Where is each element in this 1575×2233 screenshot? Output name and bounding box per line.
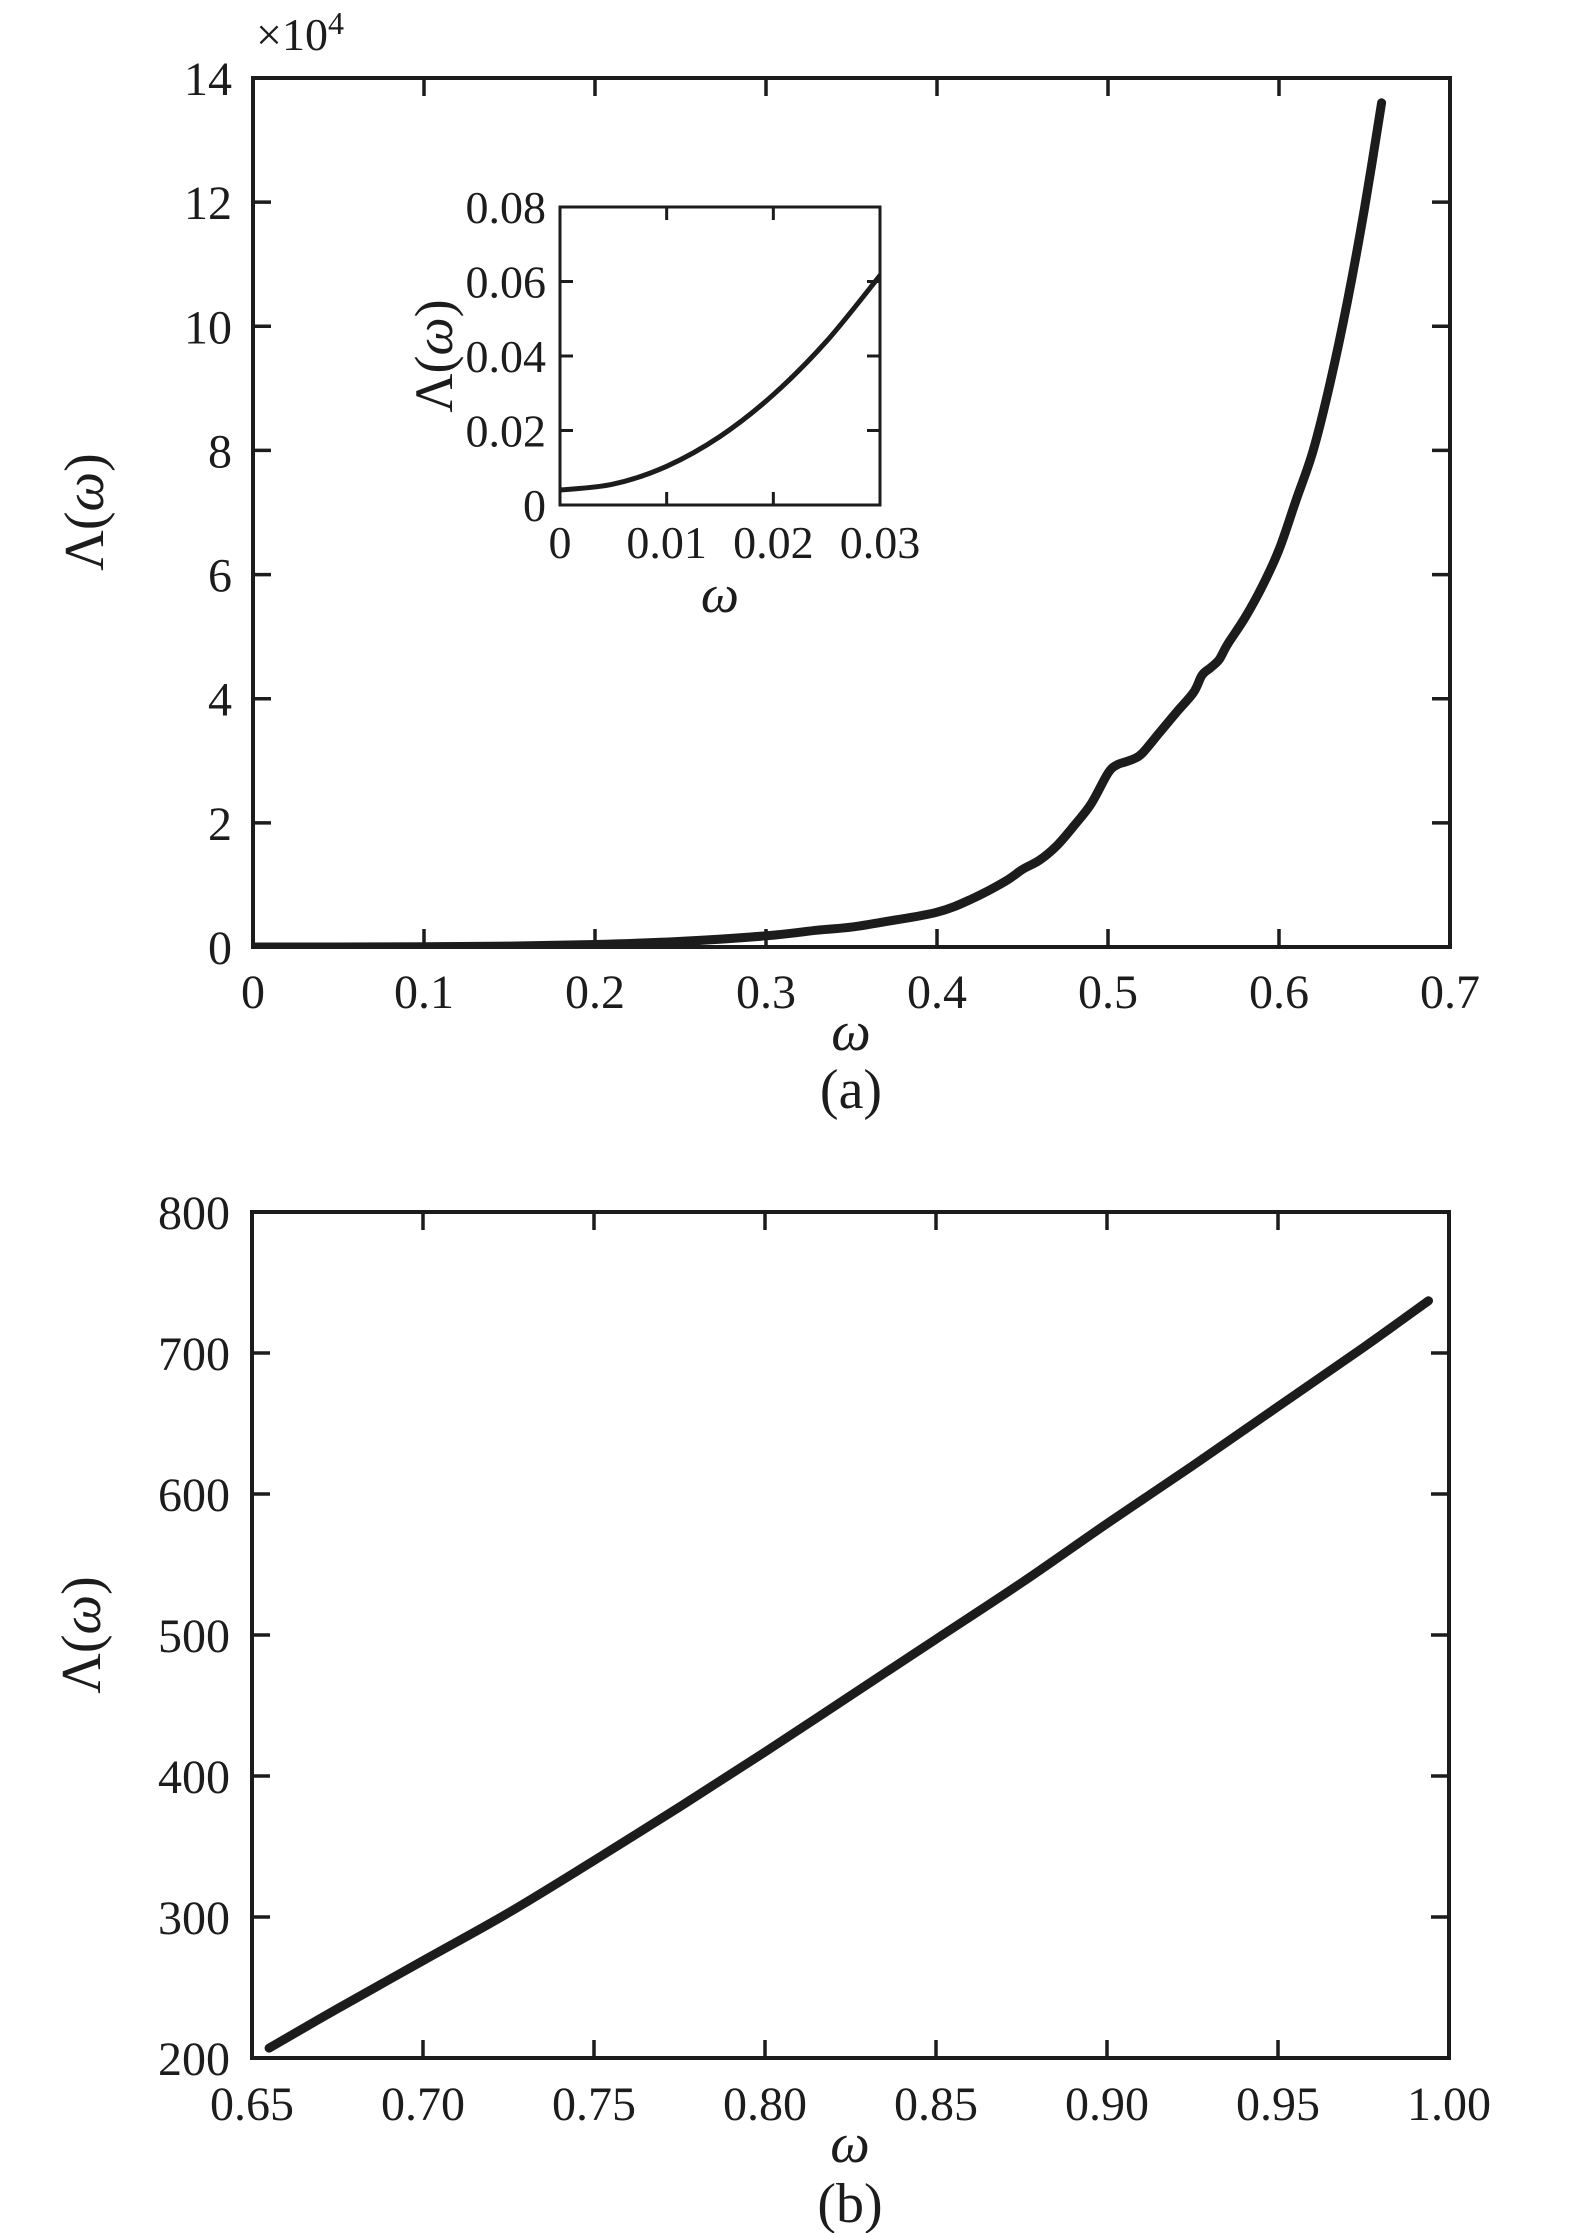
panel-b-y-tick-label: 500 — [158, 1610, 230, 1663]
panel-b-x-tick-label: 0.85 — [894, 2078, 978, 2131]
panel-a-y-tick-label: 8 — [208, 425, 232, 478]
panel-b-y-tick-label: 400 — [158, 1751, 230, 1804]
panel-b-y-tick-label: 300 — [158, 1892, 230, 1945]
panel-a-x-tick-label: 0.6 — [1249, 966, 1309, 1019]
panel-b-y-axis-label: Λ(ω) — [51, 1576, 113, 1693]
panel-a-inset-x-axis-label: ω — [701, 564, 739, 624]
panel-b-x-tick-label: 0.70 — [381, 2078, 465, 2131]
panel-b-y-tick-label: 200 — [158, 2033, 230, 2086]
panel-b-caption: (b) — [817, 2173, 882, 2233]
panel-b-x-tick-label: 0.80 — [723, 2078, 807, 2131]
panel-a-inset-x-tick-label: 0.03 — [840, 517, 921, 568]
panel-b-x-axis-label: ω — [830, 2113, 870, 2175]
panel-a-curve-path-0 — [253, 98, 1387, 947]
panel-b-x-tick-label: 0.75 — [552, 2078, 636, 2131]
panel-a-x-tick-label: 0 — [241, 966, 265, 1019]
panel-a-inset-x-tick-label: 0.01 — [626, 517, 707, 568]
panel-b-x-tick-label: 0.65 — [210, 2078, 294, 2131]
panel-a-inset-y-tick-label: 0.06 — [466, 257, 547, 308]
panel-a-y-axis-label: Λ(ω) — [54, 453, 116, 570]
panel-a-inset-plot-box — [558, 205, 882, 507]
panel-b: 0.65 0.70 0.75 0.80 0.85 0.90 0.95 1.00 200 300 40… — [51, 1187, 1491, 2233]
panel-a-inset-x-tick-label: 0 — [549, 517, 572, 568]
panel-a-x-axis-label: ω — [831, 1001, 871, 1063]
panel-b-plot-box — [250, 1210, 1451, 2060]
panel-a-y-tick-label: 6 — [208, 550, 232, 603]
panel-a-inset-y-tick-label: 0.08 — [466, 182, 547, 233]
panel-a-inset-y-axis-label: Λ(ω) — [404, 299, 464, 412]
panel-b-y-tick-label: 800 — [158, 1187, 230, 1240]
panel-a: 0 0.1 0.2 0.3 0.4 0.5 0.6 0.7 0 2 4 6 8 10 12 14 ω Λ(ω) (a… — [54, 5, 1480, 1121]
panel-b-x-tick-label: 1.00 — [1407, 2078, 1491, 2131]
panel-a-y-tick-label: 2 — [208, 798, 232, 851]
panel-b-curve-path-0 — [264, 1296, 1433, 2053]
panel-a-x-tick-label: 0.1 — [394, 966, 454, 1019]
panel-a-y-tick-label: 10 — [184, 301, 232, 354]
panel-a-x-tick-label: 0.7 — [1420, 966, 1480, 1019]
panel-a-x-tick-label: 0.4 — [907, 966, 967, 1019]
panel-a-y-tick-label: 4 — [208, 674, 232, 727]
panel-b-x-tick-label: 0.95 — [1236, 2078, 1320, 2131]
panel-b-x-tick-label: 0.90 — [1065, 2078, 1149, 2131]
panel-a-y-multiplier: ×104 — [256, 5, 344, 60]
panel-a-inset-y-tick-label: 0.02 — [466, 406, 547, 457]
panel-a-y-tick-label: 14 — [184, 53, 232, 106]
panel-a-y-tick-label: 0 — [208, 922, 232, 975]
panel-a-inset-curve-path-0 — [560, 273, 880, 493]
panel-a-caption: (a) — [820, 1059, 882, 1121]
panel-a-x-tick-label: 0.3 — [736, 966, 796, 1019]
panel-a-x-tick-label: 0.5 — [1078, 966, 1138, 1019]
panel-b-y-tick-label: 700 — [158, 1328, 230, 1381]
panel-a-inset: 0 0.01 0.02 0.03 0 0.02 0.04 0.06 0.08 ω Λ(ω) — [404, 182, 920, 624]
panel-b-y-tick-label: 600 — [158, 1469, 230, 1522]
panel-a-inset-y-tick-label: 0 — [523, 480, 546, 531]
panel-a-inset-y-tick-label: 0.04 — [466, 331, 547, 382]
panel-a-x-tick-label: 0.2 — [565, 966, 625, 1019]
panel-a-y-tick-label: 12 — [184, 177, 232, 230]
panel-a-inset-x-tick-label: 0.02 — [733, 517, 814, 568]
panel-a-plot-box — [251, 76, 1452, 949]
